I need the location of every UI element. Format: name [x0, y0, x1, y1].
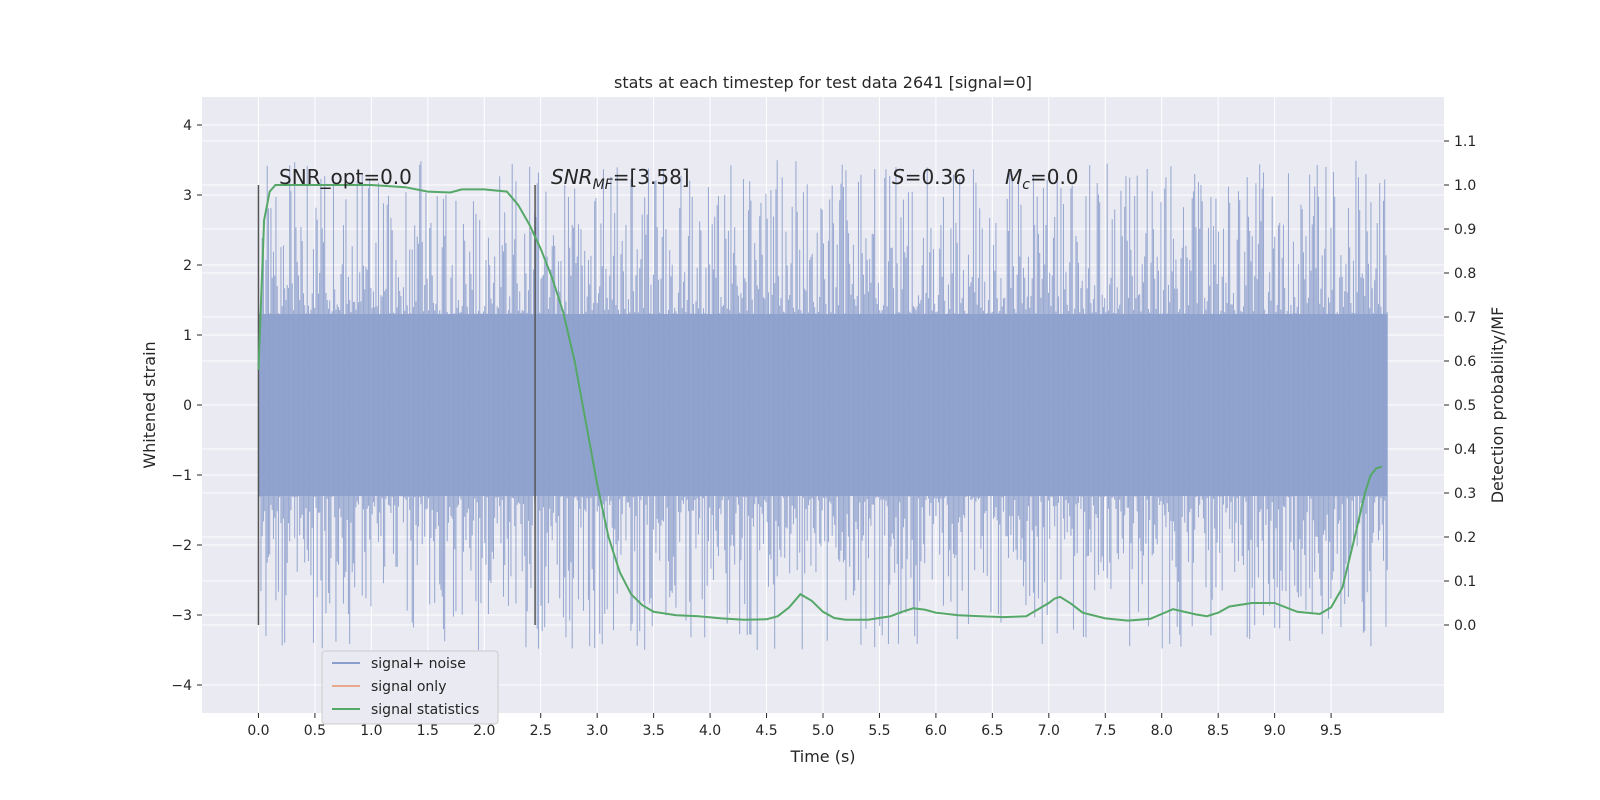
x-tick-label: 4.5 [755, 723, 777, 739]
y-tick-label: 0 [183, 398, 192, 414]
y-right-tick-label: 1.1 [1454, 134, 1476, 150]
y-right-tick-label: 1.0 [1454, 178, 1476, 194]
x-axis-label: Time (s) [789, 747, 855, 766]
x-tick-label: 6.0 [925, 723, 947, 739]
x-tick-label: 9.5 [1320, 723, 1342, 739]
x-axis-ticks: 0.0 0.5 1.0 1.5 2.0 2.5 3.0 3.5 4.0 4.5 5.0 5.5 6.0 6… [247, 713, 1342, 739]
x-tick-label: 0.5 [304, 723, 326, 739]
y-tick-label: −2 [171, 538, 192, 554]
x-tick-label: 2.5 [530, 723, 552, 739]
x-tick-label: 3.5 [643, 723, 665, 739]
annotation-snr-mf: SNRMF=[3.58] [551, 165, 690, 193]
y-right-tick-label: 0.5 [1454, 398, 1476, 414]
y-right-tick-label: 0.0 [1454, 618, 1476, 634]
x-tick-label: 1.0 [360, 723, 382, 739]
y-axis-label: Whitened strain [140, 341, 159, 468]
x-tick-label: 8.0 [1151, 723, 1173, 739]
y-right-axis-ticks: 1.1 1.0 0.9 0.8 0.7 0.6 0.5 0.4 0.3 0.2 0.1 0.0 [1444, 134, 1476, 634]
legend-label-signal-statistics: signal statistics [371, 702, 479, 718]
x-tick-label: 4.0 [699, 723, 721, 739]
y-right-tick-label: 0.7 [1454, 310, 1476, 326]
y-tick-label: 4 [183, 118, 192, 134]
x-tick-label: 7.5 [1094, 723, 1116, 739]
y-tick-label: 1 [183, 328, 192, 344]
y-tick-label: −3 [171, 608, 192, 624]
y-right-tick-label: 0.8 [1454, 266, 1476, 282]
annotation-mc: Mc=0.0 [1005, 165, 1079, 193]
y-right-tick-label: 0.6 [1454, 354, 1476, 370]
x-tick-label: 5.5 [868, 723, 890, 739]
x-tick-label: 1.5 [417, 723, 439, 739]
x-tick-label: 2.0 [473, 723, 495, 739]
annotation-snr-opt: SNR_opt=0.0 [279, 165, 412, 189]
legend: signal+ noise signal only signal statist… [321, 650, 499, 725]
x-tick-label: 3.0 [586, 723, 608, 739]
x-tick-label: 8.5 [1207, 723, 1229, 739]
y-tick-label: −4 [171, 678, 192, 694]
y-right-tick-label: 0.1 [1454, 574, 1476, 590]
y-right-tick-label: 0.9 [1454, 222, 1476, 238]
x-tick-label: 7.0 [1038, 723, 1060, 739]
legend-box [321, 650, 499, 725]
series-signal-plus-noise [257, 160, 1388, 650]
y-right-tick-label: 0.4 [1454, 442, 1476, 458]
y-tick-label: 2 [183, 258, 192, 274]
y-axis-ticks: 4 3 2 1 0 −1 −2 −3 −4 [171, 118, 202, 694]
annotation-s: S=0.36 [892, 165, 966, 189]
y-right-tick-label: 0.3 [1454, 486, 1476, 502]
y-tick-label: 3 [183, 188, 192, 204]
y-tick-label: −1 [171, 468, 192, 484]
x-tick-label: 5.0 [812, 723, 834, 739]
vertical-markers [257, 185, 536, 625]
y-right-axis-label: Detection probability/MF [1488, 307, 1507, 504]
y-right-tick-label: 0.2 [1454, 530, 1476, 546]
x-tick-label: 6.5 [981, 723, 1003, 739]
x-tick-label: 0.0 [247, 723, 269, 739]
chart-title: stats at each timestep for test data 264… [614, 73, 1032, 92]
x-tick-label: 9.0 [1264, 723, 1286, 739]
series-signal-statistics [257, 184, 1383, 622]
legend-label-signal-only: signal only [371, 679, 446, 695]
legend-label-signal-noise: signal+ noise [371, 656, 466, 672]
